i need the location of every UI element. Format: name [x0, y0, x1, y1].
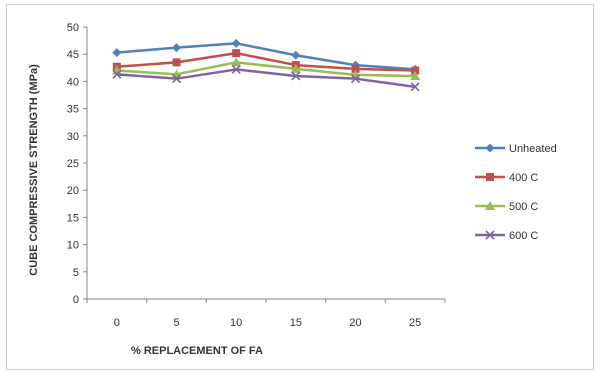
data-point: [291, 50, 301, 60]
data-point: [411, 66, 420, 75]
y-tick-label: 40: [67, 76, 79, 88]
y-tick-label: 45: [67, 49, 79, 61]
y-axis-title: CUBE COMPRESSIVE STRENGTH (MPa): [28, 64, 40, 276]
data-point: [231, 64, 241, 74]
legend-marker: [486, 173, 494, 181]
data-point: [231, 57, 242, 67]
y-tick-label: 30: [67, 131, 79, 143]
data-point: [231, 38, 241, 48]
series-line: [116, 68, 416, 89]
legend-marker: [485, 230, 495, 240]
data-point: [291, 71, 301, 81]
x-axis-title: % REPLACEMENT OF FA: [131, 345, 263, 357]
legend-marker: [485, 143, 495, 153]
legend-label: Unheated: [509, 143, 557, 155]
x-tick-label: 0: [114, 317, 120, 329]
data-point: [112, 69, 122, 79]
data-point: [172, 43, 181, 53]
x-tick-label: 20: [349, 317, 361, 329]
chart-frame: 0 5 10 15 20 25 30 35 40 45 50 0 5 10 15 20 25 Unheated…: [6, 4, 594, 370]
y-tick-label: 35: [67, 104, 79, 116]
y-tick-label: 0: [73, 294, 79, 306]
series-line: [116, 61, 416, 78]
y-tick-label: 10: [67, 240, 79, 252]
x-tick-label: 25: [409, 317, 421, 329]
series-group: [111, 38, 421, 92]
legend-item: 500 C: [475, 201, 538, 213]
legend: Unheated 400 C 500 C 600 C: [475, 143, 557, 242]
data-point: [171, 74, 182, 84]
y-tick-label: 50: [67, 22, 79, 34]
legend-item: 600 C: [475, 230, 538, 242]
x-ticks: 0 5 10 15 20 25: [86, 299, 446, 329]
data-point: [112, 48, 122, 58]
legend-item: Unheated: [475, 143, 557, 155]
legend-label: 400 C: [509, 172, 538, 184]
data-point: [410, 70, 421, 80]
legend-item: 400 C: [475, 172, 538, 184]
data-point: [172, 58, 181, 67]
data-point: [351, 64, 360, 73]
y-tick-label: 20: [67, 185, 79, 197]
legend-label: 500 C: [509, 201, 538, 213]
y-tick-label: 15: [67, 212, 79, 224]
y-tick-label: 5: [73, 267, 79, 279]
x-tick-label: 5: [173, 317, 179, 329]
x-tick-label: 15: [290, 317, 302, 329]
data-point: [290, 63, 301, 73]
data-point: [232, 49, 241, 58]
x-tick-label: 10: [230, 317, 242, 329]
series-line: [116, 51, 416, 72]
data-point: [350, 74, 361, 84]
data-point: [410, 82, 420, 92]
y-ticks: 0 5 10 15 20 25 30 35 40 45 50: [67, 22, 87, 306]
series-line: [116, 42, 416, 71]
series-1: [112, 49, 420, 75]
line-chart: 0 5 10 15 20 25 30 35 40 45 50 0 5 10 15 20 25 Unheated…: [28, 22, 557, 357]
legend-marker: [485, 201, 495, 210]
series-3: [112, 64, 420, 92]
y-tick-label: 25: [67, 158, 79, 170]
legend-label: 600 C: [509, 230, 538, 242]
